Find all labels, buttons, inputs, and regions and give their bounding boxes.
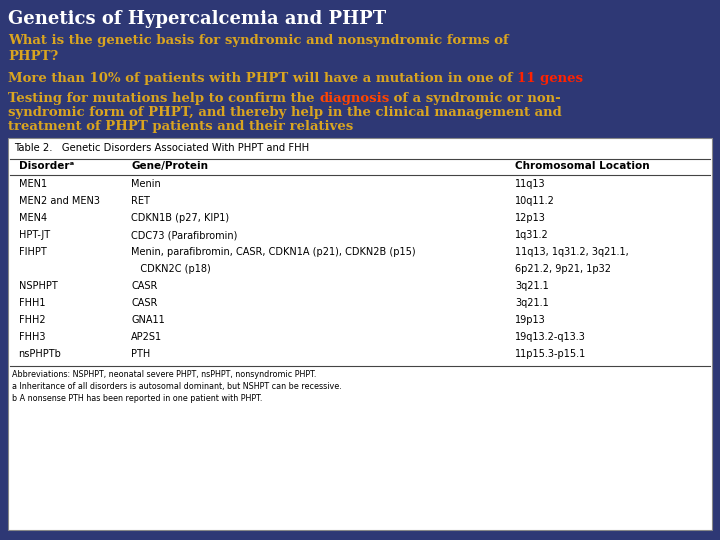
Text: FHH3: FHH3 [19, 332, 45, 342]
Text: 6p21.2, 9p21, 1p32: 6p21.2, 9p21, 1p32 [515, 264, 611, 274]
Text: Gene/Protein: Gene/Protein [131, 161, 208, 171]
Text: diagnosis: diagnosis [319, 92, 390, 105]
Text: NSPHPT: NSPHPT [19, 281, 58, 291]
Text: Table 2.   Genetic Disorders Associated With PHPT and FHH: Table 2. Genetic Disorders Associated Wi… [14, 143, 309, 153]
Text: FHH1: FHH1 [19, 298, 45, 308]
Text: a Inheritance of all disorders is autosomal dominant, but NSHPT can be recessive: a Inheritance of all disorders is autoso… [12, 382, 342, 391]
Text: 3q21.1: 3q21.1 [515, 298, 549, 308]
Text: RET: RET [131, 196, 150, 206]
Text: CDKN1B (p27, KIP1): CDKN1B (p27, KIP1) [131, 213, 230, 223]
Text: Testing for mutations help to confirm the: Testing for mutations help to confirm th… [8, 92, 319, 105]
Text: CASR: CASR [131, 281, 158, 291]
Text: 11p15.3-p15.1: 11p15.3-p15.1 [515, 349, 586, 359]
Text: What is the genetic basis for syndromic and nonsyndromic forms of: What is the genetic basis for syndromic … [8, 34, 508, 47]
Text: 19q13.2-q13.3: 19q13.2-q13.3 [515, 332, 586, 342]
Text: More than 10% of patients with PHPT will have a mutation in one of: More than 10% of patients with PHPT will… [8, 72, 517, 85]
Text: Chromosomal Location: Chromosomal Location [515, 161, 649, 171]
Text: MEN1: MEN1 [19, 179, 47, 189]
Text: GNA11: GNA11 [131, 315, 165, 325]
Text: 19p13: 19p13 [515, 315, 546, 325]
Bar [8, 138, 712, 530]
Text: Menin: Menin [131, 179, 161, 189]
Text: CDC73 (Parafibromin): CDC73 (Parafibromin) [131, 230, 238, 240]
Text: nsPHPTb: nsPHPTb [19, 349, 61, 359]
Text: PTH: PTH [131, 349, 150, 359]
Text: MEN2 and MEN3: MEN2 and MEN3 [19, 196, 99, 206]
Text: 11q13, 1q31.2, 3q21.1,: 11q13, 1q31.2, 3q21.1, [515, 247, 629, 257]
Text: b A nonsense PTH has been reported in one patient with PHPT.: b A nonsense PTH has been reported in on… [12, 394, 262, 403]
Text: 1q31.2: 1q31.2 [515, 230, 549, 240]
Text: PHPT?: PHPT? [8, 50, 58, 63]
Text: 10q11.2: 10q11.2 [515, 196, 554, 206]
Text: 11q13: 11q13 [515, 179, 546, 189]
Text: CDKN2C (p18): CDKN2C (p18) [131, 264, 211, 274]
Text: AP2S1: AP2S1 [131, 332, 162, 342]
Text: HPT-JT: HPT-JT [19, 230, 50, 240]
Text: treatment of PHPT patients and their relatives: treatment of PHPT patients and their rel… [8, 120, 354, 133]
Text: 3q21.1: 3q21.1 [515, 281, 549, 291]
Text: FHH2: FHH2 [19, 315, 45, 325]
Text: Menin, parafibromin, CASR, CDKN1A (p21), CDKN2B (p15): Menin, parafibromin, CASR, CDKN1A (p21),… [131, 247, 416, 257]
Text: syndromic form of PHPT, and thereby help in the clinical management and: syndromic form of PHPT, and thereby help… [8, 106, 562, 119]
Text: CASR: CASR [131, 298, 158, 308]
Text: Genetics of Hypercalcemia and PHPT: Genetics of Hypercalcemia and PHPT [8, 10, 386, 28]
Text: 12p13: 12p13 [515, 213, 546, 223]
Text: Abbreviations: NSPHPT, neonatal severe PHPT, nsPHPT, nonsyndromic PHPT.: Abbreviations: NSPHPT, neonatal severe P… [12, 370, 316, 379]
Text: 11 genes: 11 genes [517, 72, 583, 85]
Text: Disorderᵃ: Disorderᵃ [19, 161, 74, 171]
Text: of a syndromic or non-: of a syndromic or non- [390, 92, 561, 105]
Text: MEN4: MEN4 [19, 213, 47, 223]
Text: FIHPT: FIHPT [19, 247, 46, 257]
